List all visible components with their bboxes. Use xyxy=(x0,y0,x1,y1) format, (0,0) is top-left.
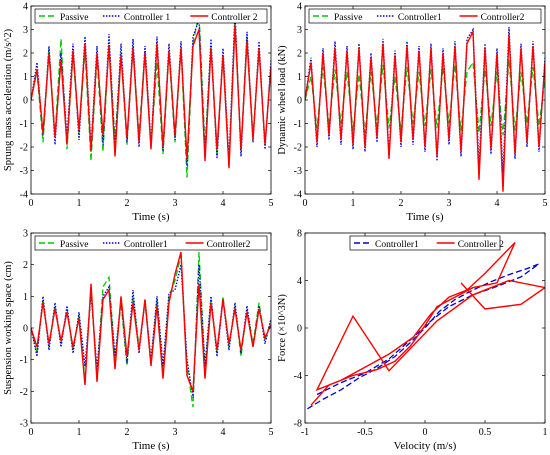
x-axis-label: Velocity (m/s) xyxy=(394,440,457,452)
y-tick-label: -3 xyxy=(20,166,28,177)
legend-box xyxy=(349,235,501,251)
y-tick-label: 2 xyxy=(23,260,28,271)
y-axis-label: Sprung mass acceleration (m/s^2) xyxy=(3,28,14,171)
x-tick-label: -1 xyxy=(301,427,309,438)
y-tick-label: 0 xyxy=(23,324,28,335)
legend-box xyxy=(34,8,268,24)
y-tick-label: 4 xyxy=(297,276,302,287)
y-tick-label: 1 xyxy=(23,292,28,303)
legend-label: Controller1 xyxy=(398,13,442,23)
y-tick-label: -4 xyxy=(294,190,302,201)
x-tick-label: 5 xyxy=(543,198,548,209)
x-tick-label: -0.5 xyxy=(357,427,373,438)
y-tick-label: 4 xyxy=(23,2,28,13)
y-tick-label: -1 xyxy=(20,355,28,366)
panel-2: 0 1 2 3 4 5 -4 -3 -2 -1 0 1 2 3 4 Time (s) Dynamic wheel… xyxy=(277,2,548,224)
y-axis-label: Suspension working space (cm) xyxy=(3,261,14,395)
x-tick-label: 1 xyxy=(77,427,82,438)
x-tick-label: 5 xyxy=(269,427,274,438)
x-tick-label: 1 xyxy=(351,198,356,209)
y-axis-label: Force (×10^3N) xyxy=(277,294,288,362)
x-tick-label: 0 xyxy=(303,198,308,209)
axes-frame xyxy=(30,232,272,424)
legend-box xyxy=(34,235,268,251)
x-tick-label: 5 xyxy=(269,198,274,209)
x-tick-label: 3 xyxy=(173,198,178,209)
series-line-2 xyxy=(31,264,271,398)
x-tick-label: 3 xyxy=(173,427,178,438)
x-tick-label: 2 xyxy=(125,427,130,438)
y-axis-label: Dynamic wheel load (kN) xyxy=(277,45,288,155)
series-line-3 xyxy=(31,251,271,392)
x-tick-label: 0.5 xyxy=(479,427,492,438)
x-tick-label: 4 xyxy=(221,198,226,209)
y-tick-label: 2 xyxy=(23,49,28,60)
legend-label: Passive xyxy=(60,13,89,23)
x-tick-label: 2 xyxy=(125,198,130,209)
legend-label: Passive xyxy=(60,240,89,250)
series-line-1 xyxy=(305,59,545,136)
y-tick-label: 4 xyxy=(297,2,302,13)
y-tick-label: 1 xyxy=(23,72,28,83)
x-tick-label: 4 xyxy=(221,427,226,438)
x-tick-label: 1 xyxy=(543,427,548,438)
y-tick-label: -2 xyxy=(20,143,28,154)
series-line-3 xyxy=(31,24,271,169)
x-tick-label: 0 xyxy=(29,198,34,209)
x-axis-label: Time (s) xyxy=(132,440,170,452)
x-tick-label: 1 xyxy=(77,198,82,209)
y-tick-label: 3 xyxy=(23,229,28,240)
legend-label: Controller2 xyxy=(481,13,525,23)
y-tick-label: 3 xyxy=(23,25,28,36)
series-line-3 xyxy=(305,29,545,192)
y-tick-label: 1 xyxy=(297,72,302,83)
y-tick-label: -8 xyxy=(294,419,302,430)
y-tick-label: 0 xyxy=(297,96,302,107)
legend-label: Passive xyxy=(334,13,363,23)
y-tick-label: -4 xyxy=(20,190,28,201)
axes-frame xyxy=(304,232,546,424)
y-tick-label: 0 xyxy=(23,96,28,107)
legend-label: Controller 1 xyxy=(124,13,170,23)
y-tick-label: 2 xyxy=(297,49,302,60)
y-tick-label: -3 xyxy=(20,419,28,430)
legend-label: Controller2 xyxy=(207,240,251,250)
y-tick-label: -1 xyxy=(20,119,28,130)
panel-4: -1 -0.5 0 0.5 1 -8 -4 0 4 8 Velocity (m/s) Force (×… xyxy=(277,229,548,453)
series-line-2 xyxy=(310,242,545,406)
legend-label: Controller1 xyxy=(124,240,168,250)
x-tick-label: 3 xyxy=(447,198,452,209)
x-axis-label: Time (s) xyxy=(132,211,170,223)
x-axis-label: Time (s) xyxy=(406,211,444,223)
legend-label: Controller 2 xyxy=(211,13,257,23)
y-tick-label: -4 xyxy=(294,371,302,382)
y-tick-label: -2 xyxy=(20,387,28,398)
y-tick-label: -3 xyxy=(294,166,302,177)
panel-1: 0 1 2 3 4 5 -4 -3 -2 -1 0 1 2 3 4 Time (s) Sprung mass a… xyxy=(3,2,274,224)
y-tick-label: -1 xyxy=(294,119,302,130)
x-tick-label: 0 xyxy=(29,427,34,438)
y-tick-label: 0 xyxy=(297,324,302,335)
y-tick-label: 8 xyxy=(297,229,302,240)
legend-box xyxy=(308,8,542,24)
y-tick-label: 3 xyxy=(297,25,302,36)
legend-label: Controller 2 xyxy=(458,240,504,250)
x-tick-label: 4 xyxy=(495,198,500,209)
legend-label: Controller1 xyxy=(375,240,419,250)
x-tick-label: 0 xyxy=(423,427,428,438)
y-tick-label: -2 xyxy=(294,143,302,154)
x-tick-label: 2 xyxy=(399,198,404,209)
series-line-1 xyxy=(307,263,540,410)
series-line-1 xyxy=(31,251,271,408)
